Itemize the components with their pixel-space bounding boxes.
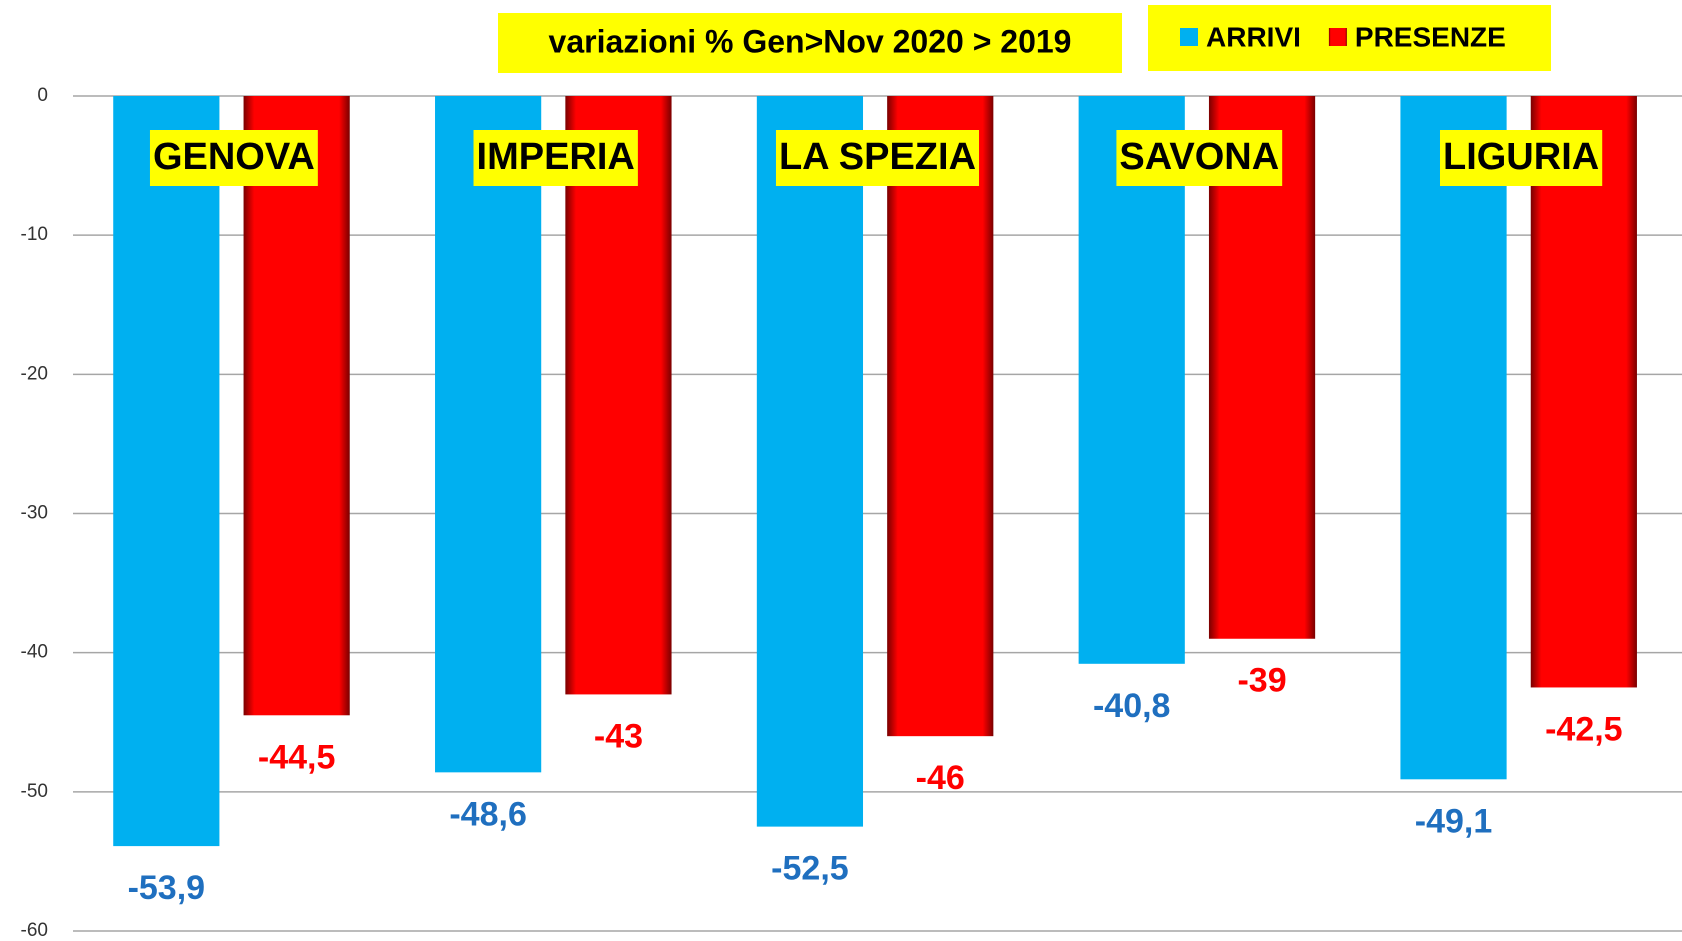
legend-label: PRESENZE [1355, 21, 1506, 52]
category-label: IMPERIA [477, 136, 635, 178]
bar [1530, 96, 1637, 688]
category-label: LA SPEZIA [779, 136, 976, 178]
y-tick-label: -50 [21, 781, 48, 802]
legend-label: ARRIVI [1206, 21, 1301, 52]
bar [1400, 96, 1507, 780]
value-label: -39 [1237, 662, 1286, 700]
y-tick-label: -60 [21, 920, 48, 941]
y-tick-label: -40 [21, 642, 48, 663]
category-label: SAVONA [1119, 136, 1279, 178]
category-label: LIGURIA [1443, 136, 1599, 178]
value-label: -43 [594, 717, 643, 755]
legend-marker [1328, 28, 1347, 46]
value-label: -46 [916, 759, 965, 797]
value-label: -42,5 [1545, 710, 1623, 748]
bar [756, 96, 864, 827]
legend-box [1148, 5, 1551, 71]
category-box [1439, 130, 1603, 186]
y-tick-label: -30 [21, 503, 48, 524]
bar [1208, 96, 1316, 639]
bar [113, 96, 220, 847]
category-box [1116, 130, 1283, 186]
value-label: -48,6 [449, 795, 527, 833]
bar [1078, 96, 1185, 664]
category-box [149, 130, 318, 186]
value-label: -44,5 [258, 738, 336, 776]
bar [565, 96, 672, 695]
y-tick-label: 0 [37, 85, 48, 106]
value-label: -49,1 [1415, 802, 1493, 840]
legend-marker [1180, 28, 1198, 46]
y-tick-label: -20 [21, 363, 48, 384]
value-label: -52,5 [771, 850, 849, 888]
chart-title: variazioni % Gen>Nov 2020 > 2019 [549, 23, 1072, 59]
value-label: -53,9 [128, 869, 206, 907]
category-label: GENOVA [153, 136, 315, 178]
value-label: -40,8 [1093, 687, 1171, 725]
category-box [775, 130, 980, 186]
bar [887, 96, 994, 737]
bar [435, 96, 542, 773]
y-tick-label: -10 [21, 224, 48, 245]
bar [243, 96, 350, 716]
category-box [473, 130, 638, 186]
title-box [498, 13, 1122, 73]
